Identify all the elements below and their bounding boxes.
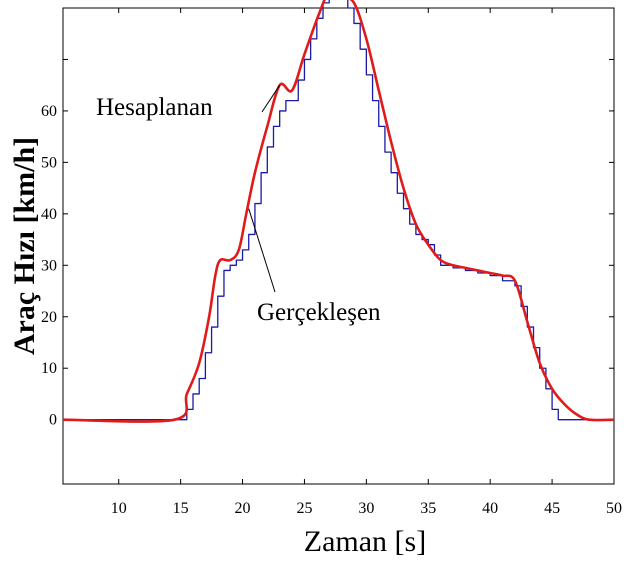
annotation-hesaplanan-pointer [261, 84, 281, 113]
x-tick-label: 45 [544, 500, 560, 517]
annotation-hesaplanan: Hesaplanan [96, 94, 213, 121]
y-tick-label: 50 [41, 154, 57, 171]
y-tick-label: 40 [41, 206, 57, 223]
plot-frame [62, 7, 615, 485]
tick-label-group: 10 15 20 25 30 35 40 45 50 0 10 20 30 40 50 60 [41, 103, 622, 517]
tick-group [63, 7, 615, 484]
x-tick-label: 30 [358, 500, 374, 517]
x-tick-label: 10 [111, 500, 127, 517]
series-group [62, 0, 615, 423]
annotation-gercekleshen: Gerçekleşen [257, 299, 381, 326]
y-axis-title: Araç Hızı [km/h] [8, 137, 41, 355]
x-tick-label: 35 [420, 500, 436, 517]
series-line-calculated [62, 0, 615, 423]
y-tick-label: 10 [41, 360, 57, 377]
y-tick-label: 30 [41, 257, 57, 274]
x-tick-label: 50 [606, 500, 622, 517]
annotation-gercekleshen-pointer [248, 208, 276, 293]
x-tick-label: 40 [482, 500, 498, 517]
x-axis-title: Zaman [s] [304, 525, 426, 558]
y-tick-label: 20 [41, 309, 57, 326]
x-tick-label: 25 [296, 500, 312, 517]
y-tick-label: 60 [41, 103, 57, 120]
x-tick-label: 20 [235, 500, 251, 517]
series-line-measured [63, 0, 614, 421]
y-tick-label: 0 [49, 412, 57, 429]
x-tick-label: 15 [173, 500, 189, 517]
